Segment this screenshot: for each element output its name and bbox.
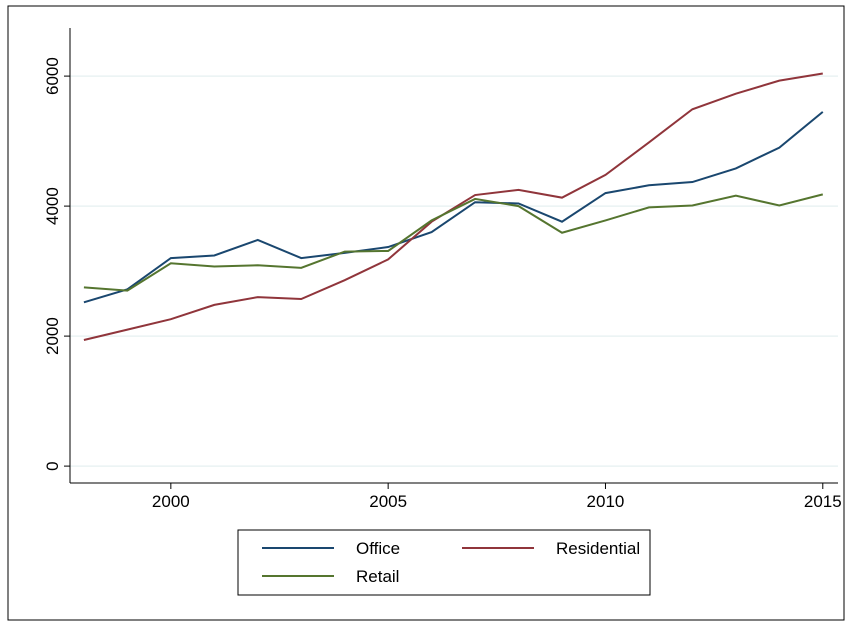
x-tick-label: 2005 [369,492,407,511]
x-tick-label: 2010 [587,492,625,511]
legend-label: Office [356,539,400,558]
y-tick-label: 0 [43,461,62,470]
plot-area [70,28,838,483]
y-tick-label: 4000 [43,187,62,225]
legend-box [237,529,651,596]
legend-label: Retail [356,567,399,586]
legend-label: Residential [556,539,640,558]
y-tick-label: 2000 [43,317,62,355]
y-tick-label: 6000 [43,57,62,95]
series-line [83,72,823,341]
x-tick-label: 2000 [152,492,190,511]
series-line [83,193,824,292]
series-line [83,111,824,304]
x-tick-label: 2015 [804,492,842,511]
